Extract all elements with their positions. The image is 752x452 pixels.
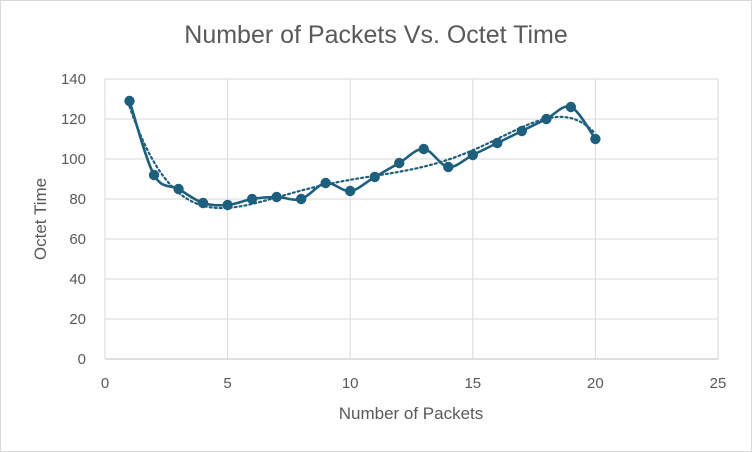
data-point xyxy=(590,133,601,145)
y-axis-ticks: 0 20 40 60 80 100 120 140 xyxy=(61,71,86,368)
data-point xyxy=(418,143,429,155)
data-series xyxy=(128,100,597,207)
x-tick-label: 5 xyxy=(223,375,231,392)
trendline xyxy=(128,105,597,210)
y-tick-label: 60 xyxy=(69,231,86,248)
data-point xyxy=(124,95,135,107)
trendline-path xyxy=(128,105,597,210)
gridlines xyxy=(104,78,719,360)
data-point xyxy=(173,183,184,195)
data-point xyxy=(369,171,380,183)
data-point xyxy=(246,193,258,205)
data-point xyxy=(197,197,209,209)
data-point xyxy=(320,177,331,189)
y-axis-title: Octet Time xyxy=(31,178,50,260)
data-point xyxy=(345,185,356,197)
x-axis-ticks: 0 5 10 15 20 25 xyxy=(101,375,727,392)
data-point xyxy=(222,199,233,211)
data-points xyxy=(124,95,601,211)
chart-title: Number of Packets Vs. Octet Time xyxy=(184,21,567,49)
x-tick-label: 25 xyxy=(710,375,727,392)
data-point xyxy=(271,191,282,203)
x-tick-label: 0 xyxy=(101,375,109,392)
data-point xyxy=(516,125,528,137)
data-point xyxy=(443,161,454,173)
series-line xyxy=(128,100,597,207)
data-point xyxy=(148,169,160,181)
x-axis-title: Number of Packets xyxy=(339,404,484,423)
data-point xyxy=(394,157,405,169)
y-tick-label: 100 xyxy=(61,151,86,168)
y-tick-label: 120 xyxy=(61,111,86,128)
y-tick-label: 0 xyxy=(78,351,86,368)
data-point xyxy=(565,101,577,113)
y-tick-label: 20 xyxy=(69,311,86,328)
y-tick-label: 40 xyxy=(69,271,86,288)
x-tick-label: 15 xyxy=(464,375,481,392)
x-tick-label: 10 xyxy=(342,375,359,392)
data-point xyxy=(295,193,307,205)
x-tick-label: 20 xyxy=(587,375,604,392)
data-point xyxy=(541,113,552,125)
y-tick-label: 140 xyxy=(61,71,86,88)
data-point xyxy=(492,137,503,149)
y-tick-label: 80 xyxy=(69,191,86,208)
data-point xyxy=(467,149,478,161)
